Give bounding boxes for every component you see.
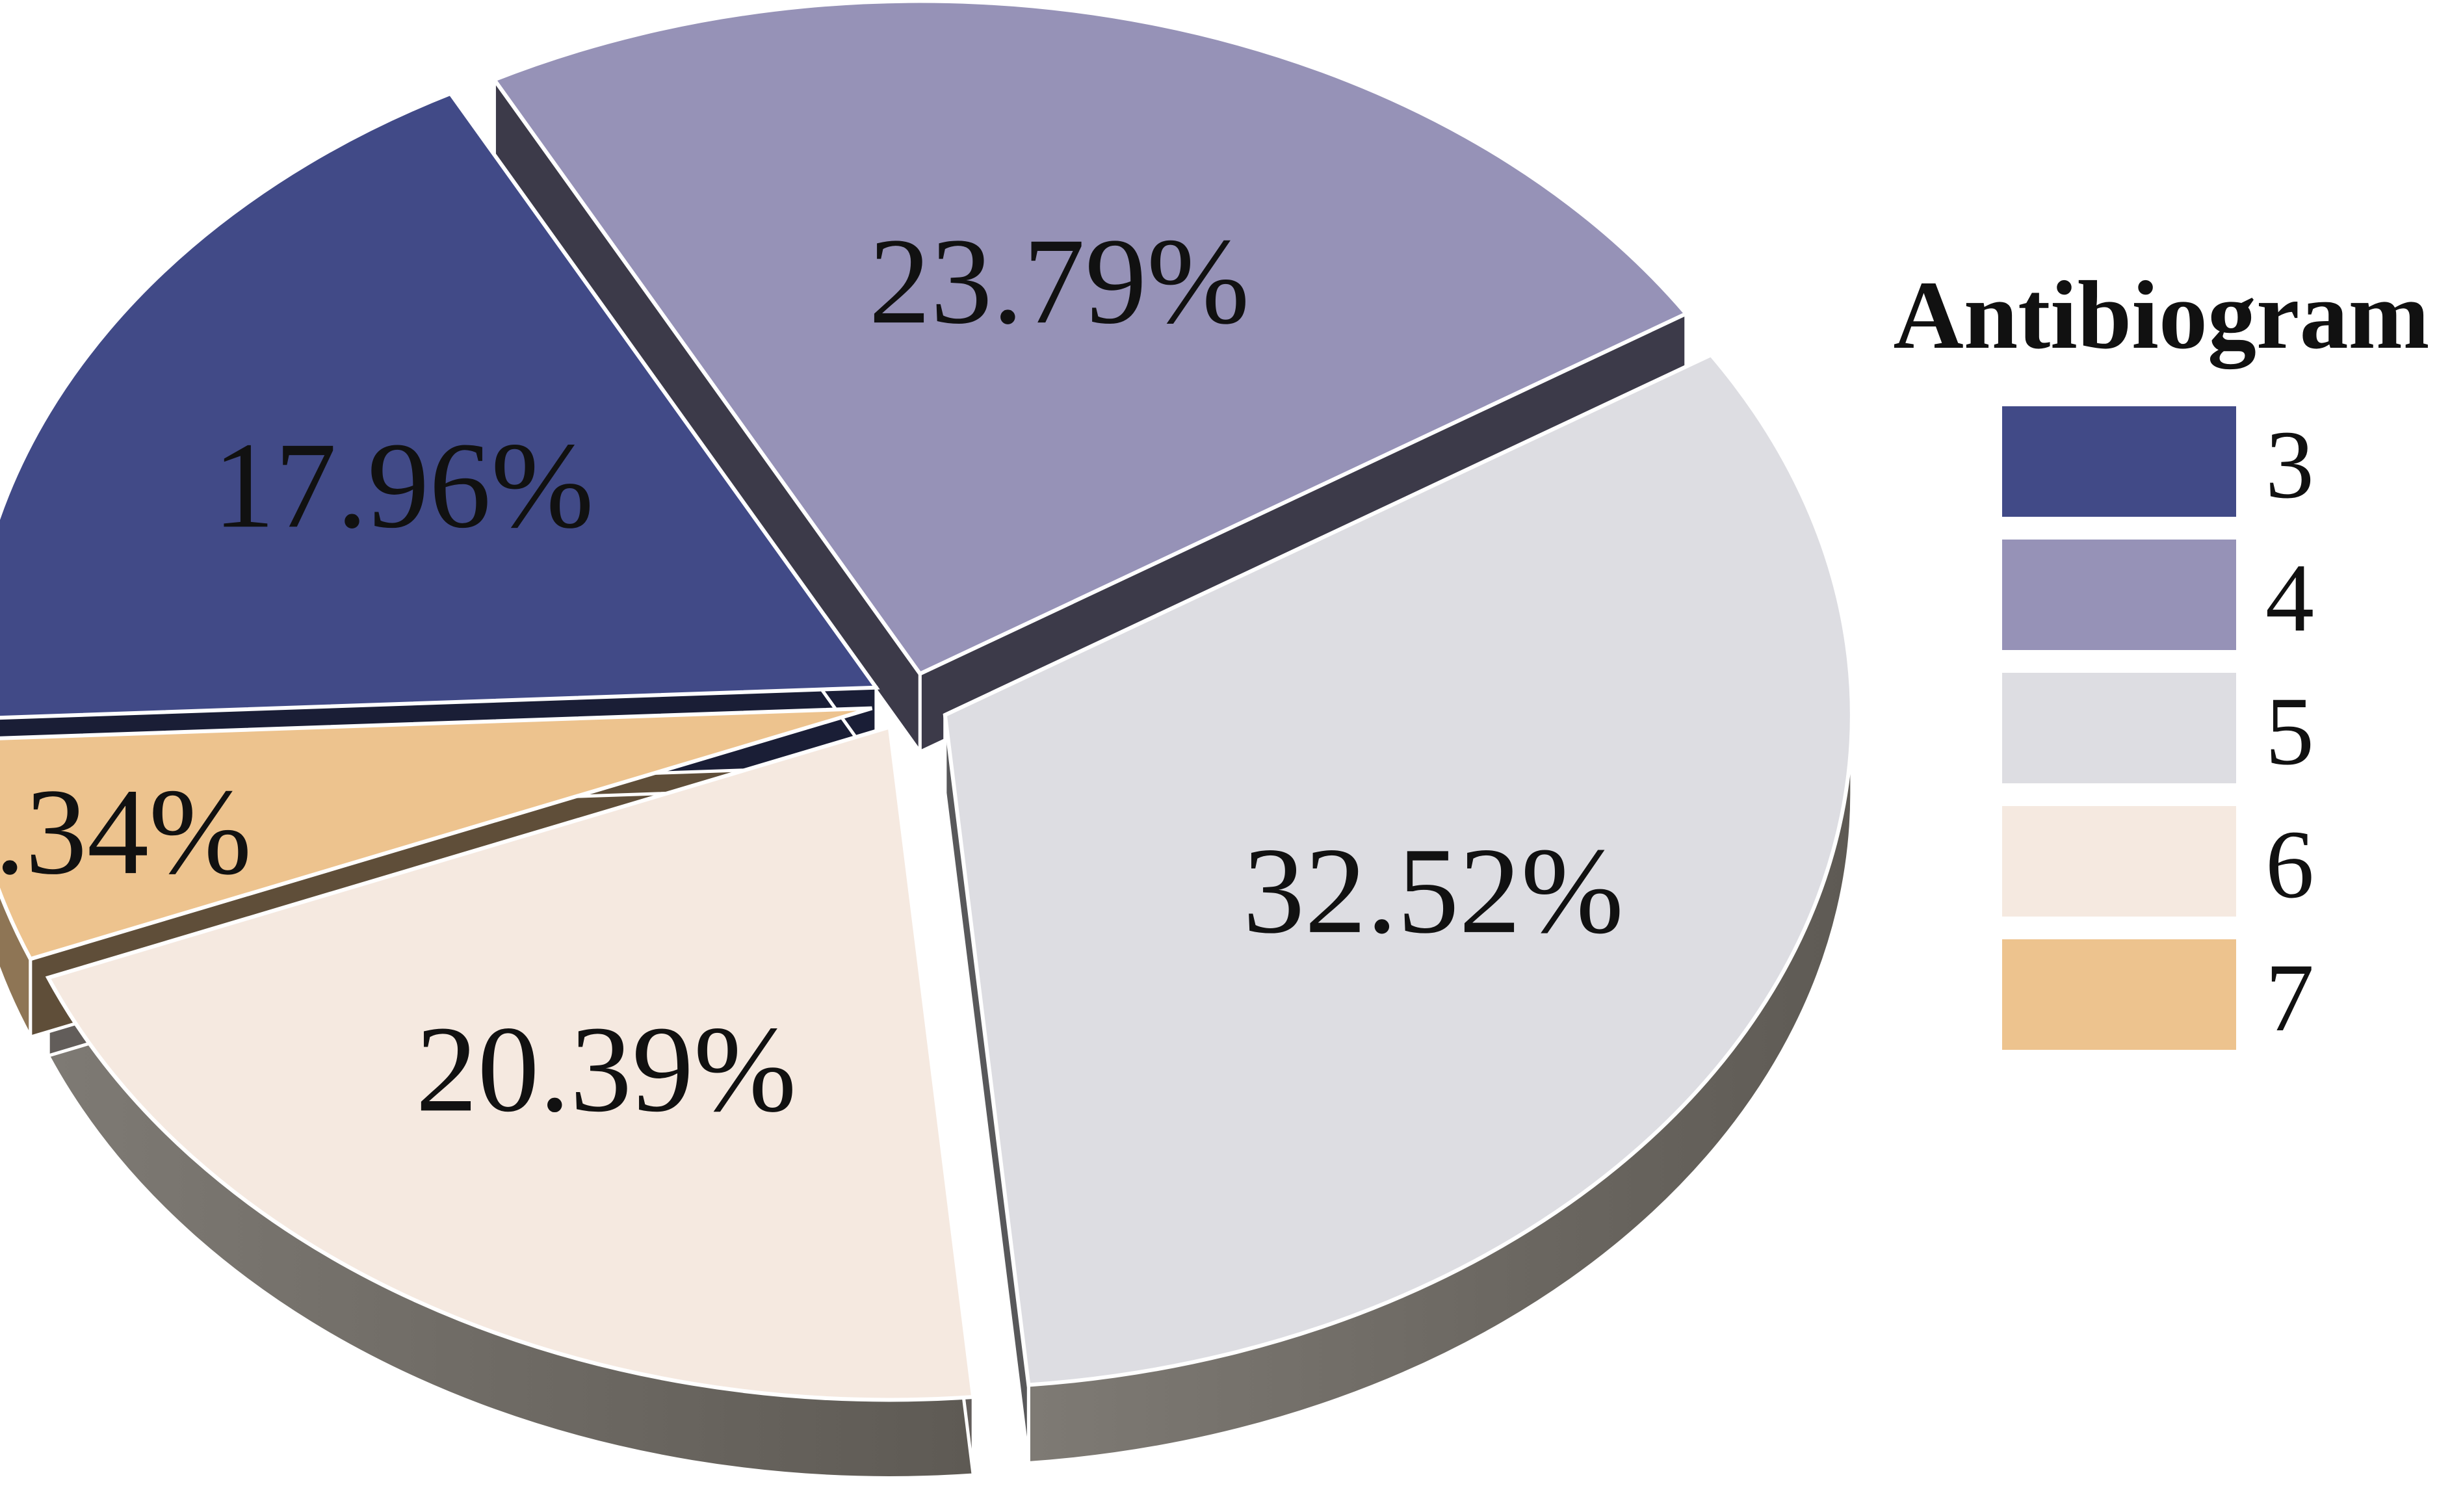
legend-label-5: 5: [2265, 677, 2314, 785]
legend-title: Antibiogram: [1894, 261, 2430, 369]
slice-6: [45, 724, 976, 1402]
pie-slices: [0, 0, 1854, 1402]
slice-label-4: 23.79%: [869, 213, 1250, 350]
slice-label-7: 5.34%: [0, 764, 252, 900]
legend-swatch-6: [2002, 806, 2236, 917]
pie-percentage-labels: 23.79% 32.52% 20.39% 5.34% 17.96%: [0, 213, 1624, 1138]
slice-label-3: 17.96%: [213, 417, 594, 554]
legend-items: 3 4 5 6 7: [2002, 406, 2314, 1052]
legend-label-3: 3: [2265, 411, 2314, 519]
legend-label-7: 7: [2265, 944, 2314, 1052]
slice-4: [491, 0, 1689, 677]
slice-5: [943, 352, 1854, 1387]
legend-label-6: 6: [2265, 811, 2314, 919]
legend-swatch-3: [2002, 406, 2236, 517]
slice-7: [0, 706, 873, 961]
slice-label-5: 32.52%: [1243, 823, 1624, 959]
legend-swatch-7: [2002, 939, 2236, 1050]
slice-side-7: [0, 888, 33, 1038]
slice-label-6: 20.39%: [416, 1001, 797, 1138]
legend-label-4: 4: [2265, 544, 2314, 652]
legend: Antibiogram 3 4 5 6 7: [1894, 261, 2430, 1052]
legend-swatch-5: [2002, 673, 2236, 783]
legend-swatch-4: [2002, 540, 2236, 650]
slice-3: [0, 91, 880, 720]
